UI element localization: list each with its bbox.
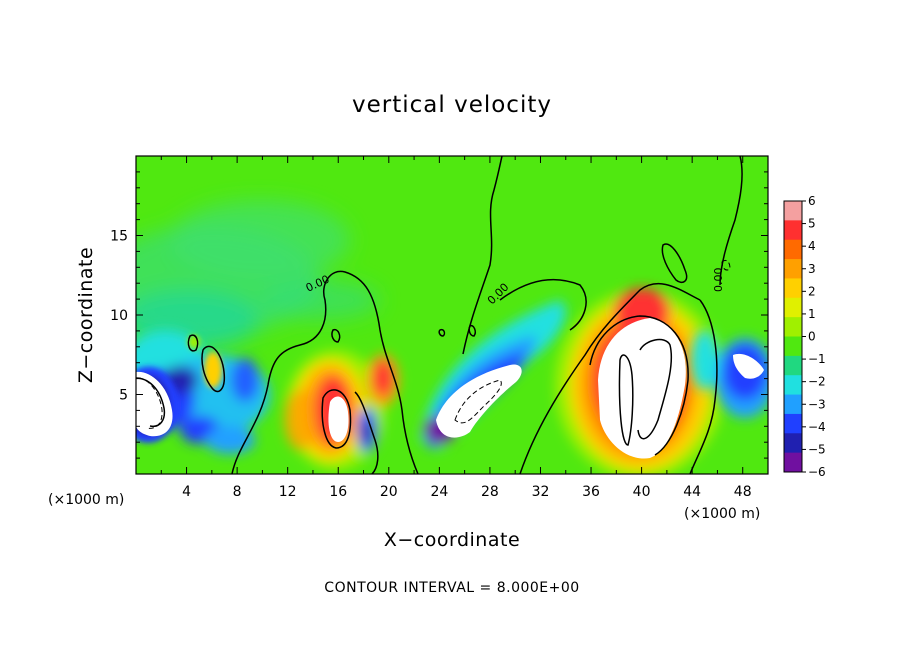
color-bar-label: −3 [808,397,826,411]
y-axis: 5 10 15 [110,171,768,459]
x-tick-label: 4 [182,484,191,500]
color-bar-swatch [784,413,802,434]
color-bar-label: −2 [808,375,826,389]
color-bar-label: −4 [808,420,826,434]
x-tick-label: 40 [633,484,651,500]
x-axis-unit: (×1000 m) [684,506,760,522]
x-tick-label: 12 [279,484,297,500]
x-tick-label: 28 [481,484,499,500]
color-bar-swatch [784,355,802,376]
color-bar-label: 0 [808,330,816,344]
downdraft-core-48km [691,330,768,418]
x-tick-label: 44 [683,484,701,500]
y-tick-label: 5 [119,388,128,404]
x-tick-label: 48 [734,484,752,500]
color-bar-swatch [784,259,802,279]
color-bar-label: −5 [808,442,826,456]
plot-area: 0.00 0.00 0.00 4 8 12 16 20 24 28 32 36 40 44 48 51… [110,155,769,500]
color-bar-label: 5 [808,217,816,231]
color-bar-label: 2 [808,284,816,298]
color-bar-label: −6 [808,465,826,479]
x-tick-label: 20 [380,484,398,500]
color-bar-swatch [784,394,802,415]
contour-label: 0.00 [712,268,725,293]
x-tick-label: 16 [329,484,347,500]
color-bar-swatch [784,278,802,299]
color-bar: 6 5 4 3 2 1 0 −1 −2 −3 −4 −5 −6 [783,194,826,479]
color-bar-swatch [784,220,802,241]
x-tick-label: 8 [233,484,242,500]
contour-interval-note: CONTOUR INTERVAL = 8.000E+00 [324,580,579,596]
chart-title: vertical velocity [352,92,552,118]
x-axis-title: X−coordinate [384,529,520,551]
y-axis-unit: (×1000 m) [48,492,124,508]
color-bar-label: 4 [808,239,816,253]
y-tick-label: 10 [110,308,128,324]
x-tick-label: 24 [430,484,448,500]
color-bar-label: 6 [808,194,816,208]
color-bar-label: 1 [808,307,816,321]
color-bar-swatch [784,201,802,221]
negative-contours [137,259,731,429]
contour-lines [136,156,743,474]
color-bar-swatch [784,297,802,318]
color-bar-swatch [784,336,802,357]
color-bar-swatch [784,239,802,260]
x-tick-label: 32 [532,484,550,500]
color-bar-label: −1 [808,352,826,366]
x-tick-label: 36 [582,484,600,500]
color-bar-label: 3 [808,262,816,276]
color-bar-swatch [784,375,802,396]
y-tick-label: 15 [110,229,128,245]
y-axis-title: Z−coordinate [75,247,97,383]
color-bar-swatch [784,433,802,454]
upper-teal-region [136,200,380,350]
x-axis: 4 8 12 16 20 24 28 32 36 40 44 48 [160,156,752,500]
velocity-field: 0.00 0.00 0.00 [136,156,768,474]
color-bar-swatch [784,317,802,337]
color-bar-swatch [784,452,802,473]
